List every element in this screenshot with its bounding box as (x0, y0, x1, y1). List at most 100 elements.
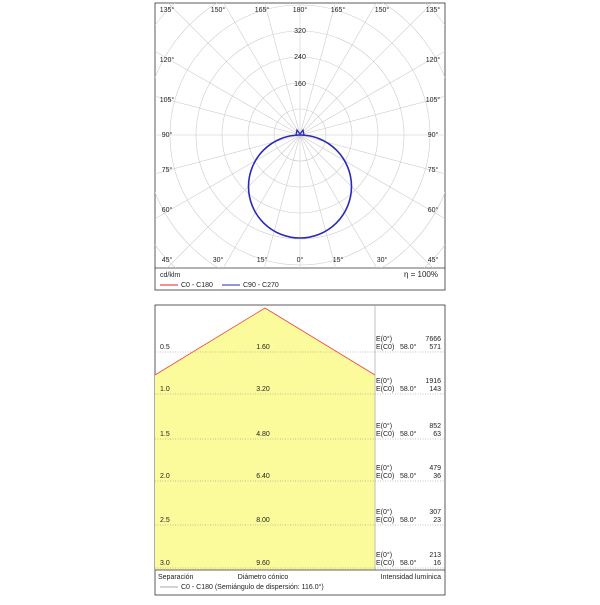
e0-label: E(0°) (376, 508, 392, 516)
footer-label: Intensidad lumínica (381, 574, 441, 581)
grid-ray (299, 95, 445, 136)
angle-label: 30° (377, 256, 388, 264)
grid-ray (155, 50, 301, 136)
grid-ray (264, 3, 301, 136)
grid-ray (299, 134, 336, 268)
ec0-label: E(C0) (376, 386, 394, 393)
ec0-value: 571 (429, 344, 441, 351)
e0-value: 1916 (425, 378, 441, 385)
angle-label: 150° (211, 6, 226, 14)
angle: 58.0° (400, 343, 417, 351)
angle-label: 60° (162, 206, 173, 214)
e0-label: E(0°) (376, 464, 392, 472)
diameter: 3.20 (256, 386, 270, 393)
ec0-value: 63 (433, 431, 441, 438)
grid-ray (155, 95, 301, 136)
diameter: 8.00 (256, 517, 270, 524)
cone-legend: C0 - C180 (Semiángulo de dispersión: 116… (181, 583, 324, 591)
angle-label: 120° (426, 56, 441, 64)
angle-label: 45° (162, 256, 173, 264)
radial-label: 160 (294, 81, 306, 88)
diameter: 9.60 (256, 560, 270, 567)
grid-ray (223, 3, 301, 136)
ec0-label: E(C0) (376, 560, 394, 567)
angle-label: 30° (213, 256, 224, 264)
angle: 58.0° (400, 559, 417, 567)
ec0-label: E(C0) (376, 473, 394, 480)
e0-label: E(0°) (376, 377, 392, 385)
distance: 1.0 (160, 386, 170, 393)
angle-label: 15° (257, 256, 268, 264)
angle-label: 75° (162, 166, 173, 174)
legend-label: C0 - C180 (181, 282, 213, 289)
legend-label: C90 - C270 (243, 282, 279, 289)
angle-label: 90° (162, 131, 173, 139)
curve-lobe (295, 128, 305, 136)
diameter: 4.80 (256, 431, 270, 438)
grid-ray (264, 134, 301, 268)
grid-ray (299, 3, 433, 136)
grid-ray (299, 3, 377, 136)
angle: 58.0° (400, 430, 417, 438)
grid-ray (299, 3, 336, 136)
angle-label: 60° (428, 206, 439, 214)
angle-label: 105° (426, 96, 441, 104)
diameter: 6.40 (256, 473, 270, 480)
ec0-label: E(C0) (376, 517, 394, 524)
ec0-value: 143 (429, 386, 441, 393)
e0-value: 213 (429, 552, 441, 559)
unit: cd/klm (160, 272, 180, 279)
angle-label: 15° (333, 256, 344, 264)
distance: 2.0 (160, 473, 170, 480)
efficiency: η = 100% (404, 270, 438, 279)
e0-value: 307 (429, 509, 441, 516)
angle-label: 120° (160, 56, 175, 64)
angle-label: 165° (255, 6, 270, 14)
e0-label: E(0°) (376, 422, 392, 430)
angle-label: 105° (160, 96, 175, 104)
angle: 58.0° (400, 516, 417, 524)
grid-ray (222, 134, 301, 268)
diameter: 1.60 (256, 344, 270, 351)
angle-label: 135° (160, 6, 175, 14)
e0-label: E(0°) (376, 551, 392, 559)
distance: 1.5 (160, 431, 170, 438)
angle: 58.0° (400, 385, 417, 393)
ec0-value: 23 (433, 517, 441, 524)
angle: 58.0° (400, 472, 417, 480)
radial-label: 320 (294, 28, 306, 35)
angle-label: 150° (375, 6, 390, 14)
grid-ray (299, 134, 378, 268)
grid-ray (167, 3, 301, 136)
e0-value: 7666 (425, 336, 441, 343)
ec0-label: E(C0) (376, 431, 394, 438)
grid-ray (299, 134, 445, 175)
ec0-label: E(C0) (376, 344, 394, 351)
angle-label: 0° (297, 256, 304, 264)
e0-value: 479 (429, 465, 441, 472)
angle-label: 135° (426, 6, 441, 14)
angle-label: 75° (428, 166, 439, 174)
grid-ray (155, 134, 301, 175)
distance: 0.5 (160, 344, 170, 351)
grid-ray (299, 134, 445, 220)
footer-label: Separación (158, 574, 194, 581)
radial-label: 240 (294, 54, 306, 61)
polar-grid (155, 3, 445, 268)
angle-label: 45° (428, 256, 439, 264)
cone-edge (154, 307, 376, 376)
ec0-value: 16 (433, 560, 441, 567)
angle-label: 165° (331, 6, 346, 14)
footer-label: Diámetro cónico (238, 574, 289, 581)
angle-label: 90° (428, 131, 439, 139)
ec0-value: 36 (433, 473, 441, 480)
grid-ray (299, 134, 434, 268)
grid-ray (155, 134, 301, 220)
distance: 3.0 (160, 560, 170, 567)
e0-value: 852 (429, 423, 441, 430)
grid-ray (299, 50, 445, 136)
e0-label: E(0°) (376, 335, 392, 343)
grid-ray (166, 134, 301, 268)
distance: 2.5 (160, 517, 170, 524)
